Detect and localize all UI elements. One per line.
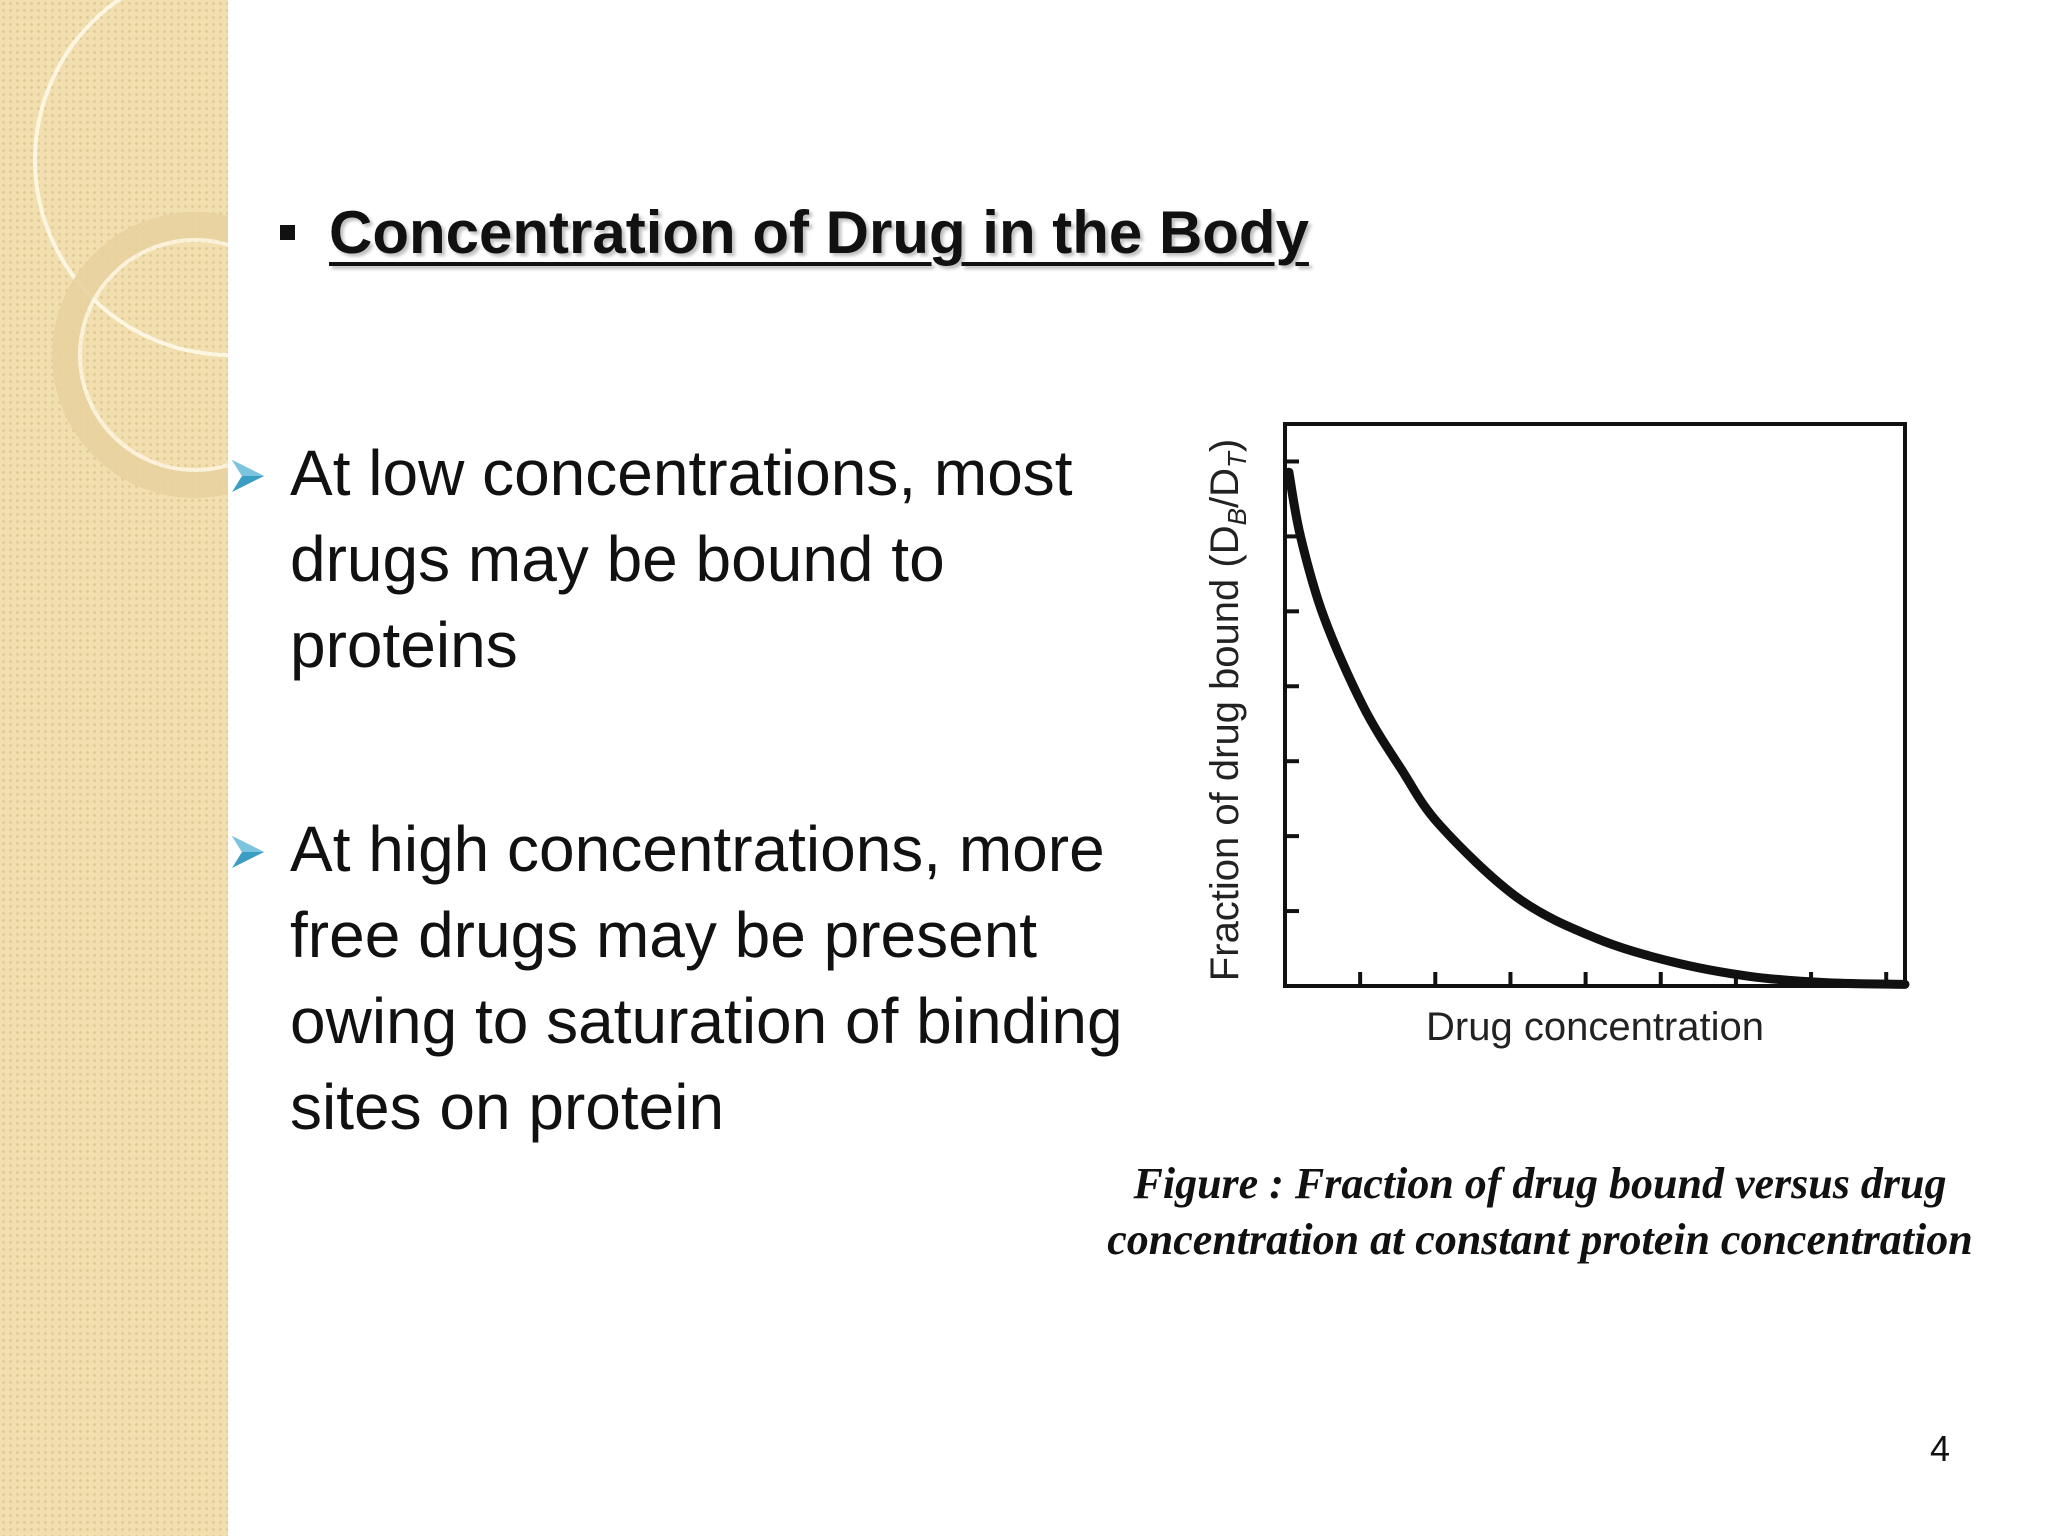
caption-line-2: concentration at constant protein concen… bbox=[1107, 1215, 1973, 1264]
decorative-side-panel bbox=[0, 0, 228, 1536]
bullet-text: At low concentrations, most drugs may be… bbox=[290, 437, 1073, 681]
bullet-high-concentration: At high concentrations, more free drugs … bbox=[230, 806, 1130, 1150]
bullet-low-concentration: At low concentrations, most drugs may be… bbox=[230, 430, 1150, 688]
y-axis-label: Fraction of drug bound (DB/DT) bbox=[1203, 439, 1252, 981]
binding-chart: Drug concentration Fraction of drug boun… bbox=[1203, 422, 1910, 1049]
caption-line-1: Figure : Fraction of drug bound versus d… bbox=[1133, 1159, 1947, 1208]
page-number: 4 bbox=[1930, 1428, 1951, 1469]
bullet-text: At high concentrations, more free drugs … bbox=[290, 813, 1123, 1143]
figure-caption: Figure : Fraction of drug bound versus d… bbox=[1040, 1156, 2040, 1268]
decorative-rings bbox=[33, 0, 228, 498]
series-line-fraction-bound bbox=[1284, 467, 1910, 989]
slide-title-text: Concentration of Drug in the Body bbox=[329, 199, 1309, 266]
plot-frame bbox=[1283, 422, 1907, 988]
arrow-bullet-icon bbox=[232, 460, 264, 492]
arrow-bullet-icon bbox=[232, 836, 264, 868]
square-bullet-icon bbox=[280, 225, 295, 240]
slide-title: Concentration of Drug in the Body bbox=[280, 198, 1309, 267]
x-axis-label: Drug concentration bbox=[1426, 1005, 1764, 1049]
